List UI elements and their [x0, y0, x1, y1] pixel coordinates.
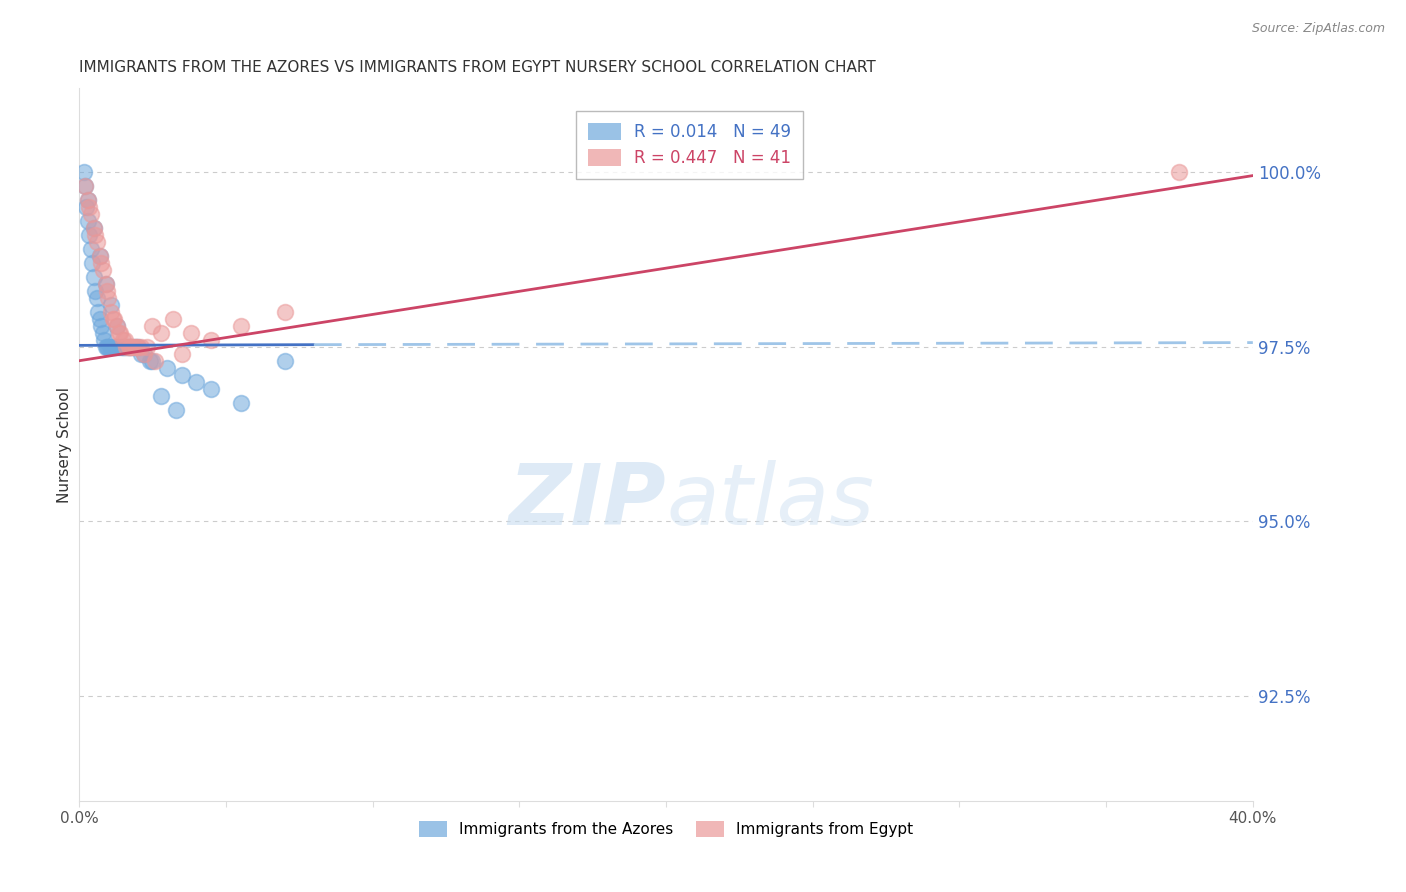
Point	[112, 340, 135, 354]
Point	[83, 269, 105, 284]
Point	[135, 340, 157, 354]
Text: Source: ZipAtlas.com: Source: ZipAtlas.com	[1251, 22, 1385, 36]
Point	[132, 347, 155, 361]
Point	[72, 165, 94, 179]
Point	[200, 382, 222, 396]
Point	[94, 277, 117, 291]
Point	[108, 340, 131, 354]
Point	[115, 340, 138, 354]
Point	[94, 340, 117, 354]
Point	[79, 200, 101, 214]
Point	[96, 284, 118, 298]
Point	[121, 340, 143, 354]
Point	[80, 207, 103, 221]
Point	[132, 347, 155, 361]
Point	[89, 249, 111, 263]
Point	[112, 333, 135, 347]
Point	[124, 340, 146, 354]
Point	[79, 227, 101, 242]
Point	[186, 375, 208, 389]
Point	[100, 305, 122, 319]
Point	[93, 333, 115, 347]
Point	[91, 326, 114, 340]
Point	[118, 340, 141, 354]
Point	[118, 340, 141, 354]
Point	[105, 318, 128, 333]
Point	[114, 333, 136, 347]
Point	[105, 340, 128, 354]
Point	[141, 353, 163, 368]
Point	[156, 360, 179, 375]
Point	[91, 263, 114, 277]
Point	[84, 284, 107, 298]
Point	[1168, 165, 1191, 179]
Point	[125, 340, 148, 354]
Point	[82, 256, 104, 270]
Point	[90, 318, 112, 333]
Point	[94, 277, 117, 291]
Point	[180, 326, 202, 340]
Point	[86, 291, 108, 305]
Point	[77, 193, 100, 207]
Point	[170, 368, 193, 382]
Point	[96, 340, 118, 354]
Point	[73, 179, 96, 194]
Point	[127, 340, 149, 354]
Point	[200, 333, 222, 347]
Point	[97, 291, 120, 305]
Point	[73, 179, 96, 194]
Point	[129, 340, 152, 354]
Point	[108, 326, 131, 340]
Point	[105, 318, 128, 333]
Point	[90, 256, 112, 270]
Point	[127, 340, 149, 354]
Point	[100, 298, 122, 312]
Point	[83, 221, 105, 235]
Point	[89, 249, 111, 263]
Y-axis label: Nursery School: Nursery School	[58, 386, 72, 502]
Point	[165, 402, 187, 417]
Point	[86, 235, 108, 249]
Text: IMMIGRANTS FROM THE AZORES VS IMMIGRANTS FROM EGYPT NURSERY SCHOOL CORRELATION C: IMMIGRANTS FROM THE AZORES VS IMMIGRANTS…	[79, 60, 876, 75]
Point	[150, 326, 173, 340]
Point	[112, 340, 135, 354]
Point	[97, 340, 120, 354]
Point	[77, 193, 100, 207]
Point	[229, 318, 252, 333]
Point	[121, 340, 143, 354]
Point	[150, 389, 173, 403]
Point	[100, 340, 122, 354]
Point	[80, 242, 103, 256]
Point	[75, 200, 97, 214]
Point	[101, 311, 124, 326]
Point	[138, 353, 160, 368]
Point	[103, 340, 125, 354]
Text: atlas: atlas	[666, 460, 875, 543]
Point	[83, 221, 105, 235]
Point	[89, 311, 111, 326]
Point	[124, 340, 146, 354]
Point	[129, 347, 152, 361]
Point	[145, 353, 167, 368]
Point	[84, 227, 107, 242]
Point	[115, 340, 138, 354]
Point	[98, 340, 121, 354]
Point	[229, 395, 252, 409]
Point	[273, 305, 295, 319]
Point	[273, 353, 295, 368]
Point	[107, 326, 129, 340]
Point	[118, 340, 141, 354]
Point	[77, 214, 100, 228]
Point	[141, 318, 163, 333]
Legend: Immigrants from the Azores, Immigrants from Egypt: Immigrants from the Azores, Immigrants f…	[413, 815, 920, 843]
Point	[162, 311, 184, 326]
Point	[120, 340, 142, 354]
Point	[103, 311, 125, 326]
Point	[170, 347, 193, 361]
Point	[87, 305, 110, 319]
Text: ZIP: ZIP	[509, 460, 666, 543]
